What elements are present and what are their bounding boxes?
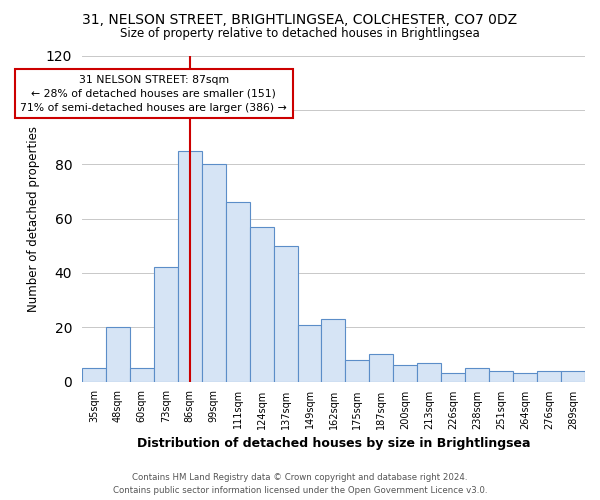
Bar (298, 324, 322, 382)
Bar (561, 371, 585, 382)
Bar (154, 268, 178, 382)
Bar (250, 226, 274, 382)
Bar (82, 368, 106, 382)
Bar (202, 164, 226, 382)
Text: Size of property relative to detached houses in Brightlingsea: Size of property relative to detached ho… (120, 28, 480, 40)
Text: Contains HM Land Registry data © Crown copyright and database right 2024.
Contai: Contains HM Land Registry data © Crown c… (113, 474, 487, 495)
Bar (178, 150, 202, 382)
Bar (130, 368, 154, 382)
X-axis label: Distribution of detached houses by size in Brightlingsea: Distribution of detached houses by size … (137, 437, 530, 450)
Bar (322, 319, 346, 382)
Text: 31 NELSON STREET: 87sqm
← 28% of detached houses are smaller (151)
71% of semi-d: 31 NELSON STREET: 87sqm ← 28% of detache… (20, 74, 287, 112)
Y-axis label: Number of detached properties: Number of detached properties (27, 126, 40, 312)
Bar (274, 246, 298, 382)
Bar (537, 371, 561, 382)
Bar (394, 366, 418, 382)
Bar (489, 371, 513, 382)
Bar (465, 368, 489, 382)
Bar (106, 328, 130, 382)
Bar (513, 374, 537, 382)
Bar (346, 360, 370, 382)
Bar (370, 354, 394, 382)
Bar (226, 202, 250, 382)
Bar (441, 374, 465, 382)
Bar (418, 362, 441, 382)
Text: 31, NELSON STREET, BRIGHTLINGSEA, COLCHESTER, CO7 0DZ: 31, NELSON STREET, BRIGHTLINGSEA, COLCHE… (82, 12, 518, 26)
